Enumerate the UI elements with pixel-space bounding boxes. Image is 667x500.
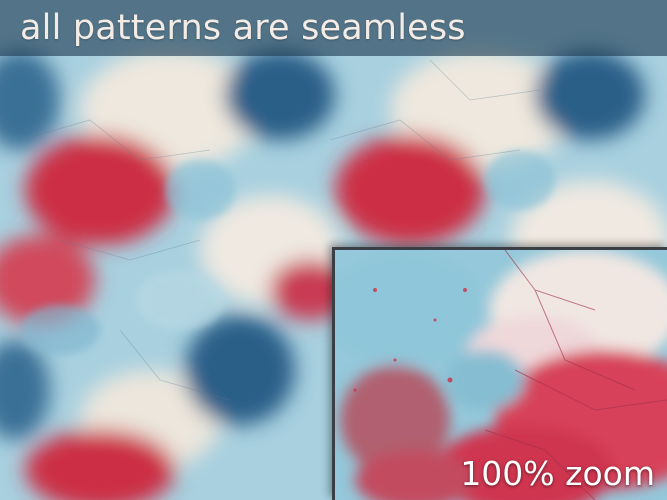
- zoom-label: 100% zoom: [460, 454, 655, 493]
- banner-title: all patterns are seamless: [20, 8, 466, 48]
- zoom-detail-image: [335, 250, 667, 500]
- zoom-inset: 100% zoom: [332, 247, 667, 500]
- title-banner: all patterns are seamless: [0, 0, 667, 56]
